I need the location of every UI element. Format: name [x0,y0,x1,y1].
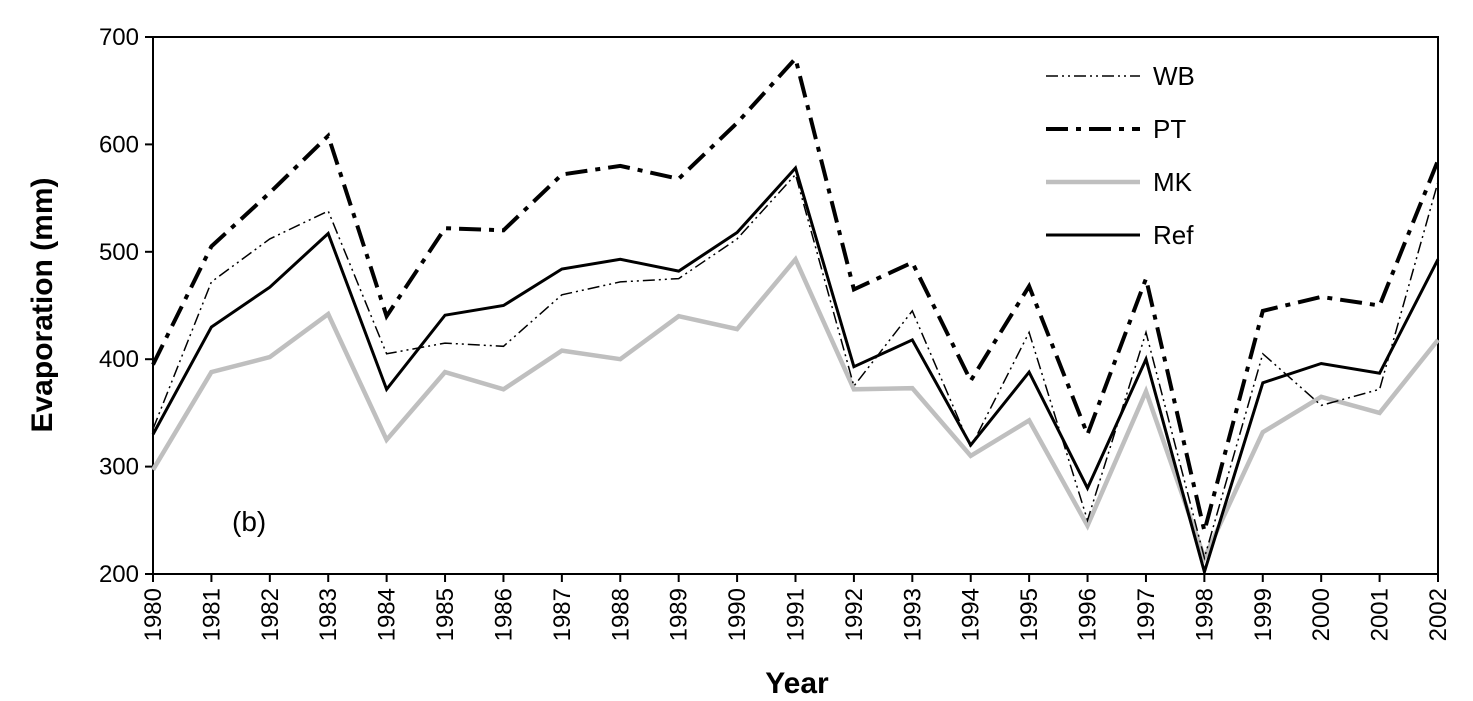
x-tick-label: 1994 [958,588,985,641]
x-tick-label: 1984 [374,588,401,641]
series-line-mk [151,255,1440,564]
x-tick-label: 1982 [257,588,284,641]
legend: WB PT MK Ref [1046,61,1195,250]
x-tick-label: 1980 [140,588,167,641]
y-axis-ticks: 200 300 400 500 600 700 [99,24,153,588]
x-tick-label: 1983 [315,588,342,641]
y-axis-title: Evaporation (mm) [26,177,59,432]
x-tick-label: 1992 [841,588,868,641]
series-line-pt [151,54,1440,532]
legend-label-ref: Ref [1153,220,1194,250]
x-tick-label: 2000 [1308,588,1335,641]
x-tick-label: 1990 [724,588,751,641]
y-tick-label: 300 [99,454,139,481]
x-tick-label: 1987 [549,588,576,641]
plot-frame [152,36,1439,575]
x-tick-label: 1997 [1133,588,1160,641]
x-tick-label: 1993 [899,588,926,641]
series-lines [151,54,1440,578]
y-tick-label: 200 [99,561,139,588]
series-line-ref [151,165,1440,578]
y-tick-label: 700 [99,24,139,51]
y-tick-label: 400 [99,346,139,373]
x-tick-label: 2001 [1367,588,1394,641]
x-tick-label: 2002 [1425,588,1452,641]
series-line-wb [152,172,1439,561]
x-tick-label: 1985 [432,588,459,641]
y-tick-label: 500 [99,239,139,266]
x-tick-label: 1995 [1016,588,1043,641]
x-tick-label: 1996 [1075,588,1102,641]
y-tick-label: 600 [99,131,139,158]
x-tick-label: 1988 [607,588,634,641]
legend-label-pt: PT [1153,114,1186,144]
x-tick-label: 1999 [1250,588,1277,641]
x-axis-title: Year [765,667,829,700]
legend-label-wb: WB [1153,61,1195,91]
x-tick-label: 1991 [783,588,810,641]
x-tick-label: 1981 [198,588,225,641]
legend-label-mk: MK [1153,167,1193,197]
x-tick-label: 1998 [1191,588,1218,641]
x-axis-ticks: 1980 1981 1982 1983 1984 1985 1986 1987 1988 1989… [140,574,1452,641]
axes [152,36,1439,575]
panel-label: (b) [232,506,266,537]
x-tick-label: 1986 [490,588,517,641]
x-tick-label: 1989 [666,588,693,641]
